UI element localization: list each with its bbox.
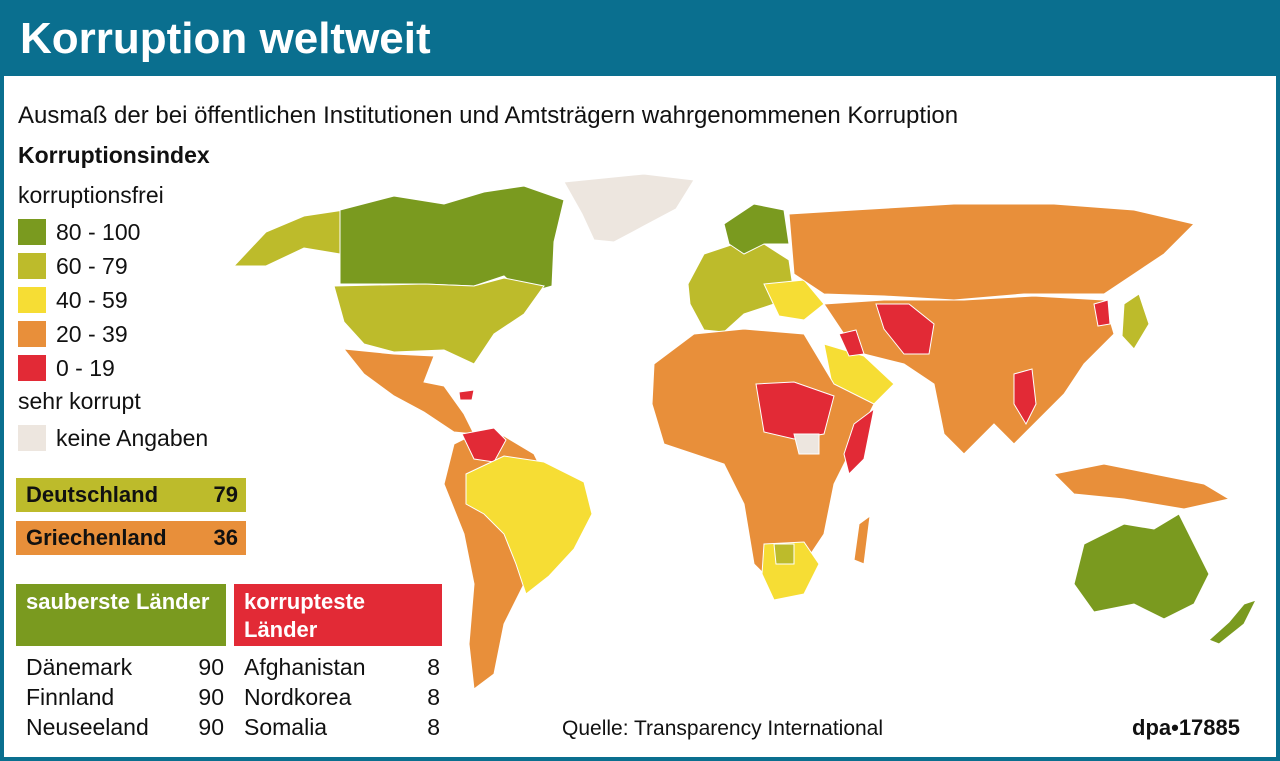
list-row: Dänemark 90 <box>26 654 224 684</box>
legend-top-label: korruptionsfrei <box>18 182 164 208</box>
list-row: Nordkorea 8 <box>244 684 440 714</box>
list-row: Afghanistan 8 <box>244 654 440 684</box>
source: Quelle: Transparency International <box>562 717 884 740</box>
country-region <box>342 348 475 435</box>
highlight-box: Griechenland 36 <box>16 521 246 555</box>
list-value: 90 <box>198 654 224 680</box>
legend-swatch <box>18 287 46 313</box>
country-region <box>875 303 935 355</box>
header-band: Korruption weltweit <box>4 4 1276 76</box>
legend-label: 0 - 19 <box>56 354 115 381</box>
subtitle: Ausmaß der bei öffentlichen Institutione… <box>18 102 959 129</box>
legend-item: 0 - 19 <box>18 354 115 382</box>
legend-label: 20 - 39 <box>56 320 128 347</box>
list-country: Neuseeland <box>26 714 149 740</box>
list-value: 90 <box>198 714 224 740</box>
country-region <box>755 381 835 440</box>
country-region <box>232 209 345 267</box>
country-region <box>1052 463 1231 510</box>
country-region <box>773 543 795 565</box>
legend-swatch <box>18 219 46 245</box>
country-region <box>1013 368 1037 426</box>
country-region <box>843 407 875 475</box>
legend-item: 20 - 39 <box>18 320 128 348</box>
legend-label: 80 - 100 <box>56 218 141 245</box>
country-region <box>1208 599 1257 645</box>
list-country: Afghanistan <box>244 654 366 680</box>
list-title: korrupteste Länder <box>234 584 442 646</box>
legend-item: keine Angaben <box>18 424 208 452</box>
highlight-value: 79 <box>213 482 238 507</box>
country-region <box>853 514 871 565</box>
country-region <box>1073 513 1210 620</box>
list-country: Finnland <box>26 684 115 710</box>
legend-item: 80 - 100 <box>18 218 140 246</box>
country-region <box>1093 299 1111 327</box>
legend-item: 60 - 79 <box>18 252 128 280</box>
list-country: Nordkorea <box>244 684 352 710</box>
country-region <box>793 433 820 455</box>
list-value: 90 <box>198 684 224 710</box>
legend-label: 40 - 59 <box>56 286 128 313</box>
country-region <box>465 455 593 595</box>
country-region <box>339 185 565 295</box>
country-region <box>788 203 1195 301</box>
country-region <box>838 329 865 357</box>
list-value: 8 <box>427 714 440 740</box>
legend-label: keine Angaben <box>56 424 209 451</box>
highlight-value: 36 <box>213 525 238 550</box>
legend-title: Korruptionsindex <box>18 142 210 168</box>
country-region <box>461 427 507 463</box>
legend-swatch <box>18 321 46 347</box>
country-region <box>763 279 825 321</box>
country-region <box>1121 293 1150 350</box>
legend-bottom-label: sehr korrupt <box>18 388 141 414</box>
highlight-country: Griechenland <box>26 525 167 550</box>
list-value: 8 <box>427 684 440 710</box>
country-region <box>333 277 545 365</box>
legend-swatch <box>18 425 46 451</box>
highlight-box: Deutschland 79 <box>16 478 246 512</box>
list-value: 8 <box>427 654 440 680</box>
country-region <box>723 203 790 255</box>
title: Korruption weltweit <box>20 14 431 63</box>
list-country: Somalia <box>244 714 328 740</box>
list-country: Dänemark <box>26 654 133 680</box>
legend-item: 40 - 59 <box>18 286 128 314</box>
list-title: sauberste Länder <box>16 584 226 646</box>
world-map <box>232 173 1257 690</box>
list-row: Somalia 8 <box>244 714 440 744</box>
legend-swatch <box>18 355 46 381</box>
legend-swatch <box>18 253 46 279</box>
legend-label: 60 - 79 <box>56 252 128 279</box>
credit: dpa•17885 <box>1132 715 1240 740</box>
country-region <box>458 389 475 401</box>
list-row: Finnland 90 <box>26 684 224 714</box>
highlight-country: Deutschland <box>26 482 159 507</box>
list-row: Neuseeland 90 <box>26 714 224 744</box>
country-region <box>563 173 695 243</box>
